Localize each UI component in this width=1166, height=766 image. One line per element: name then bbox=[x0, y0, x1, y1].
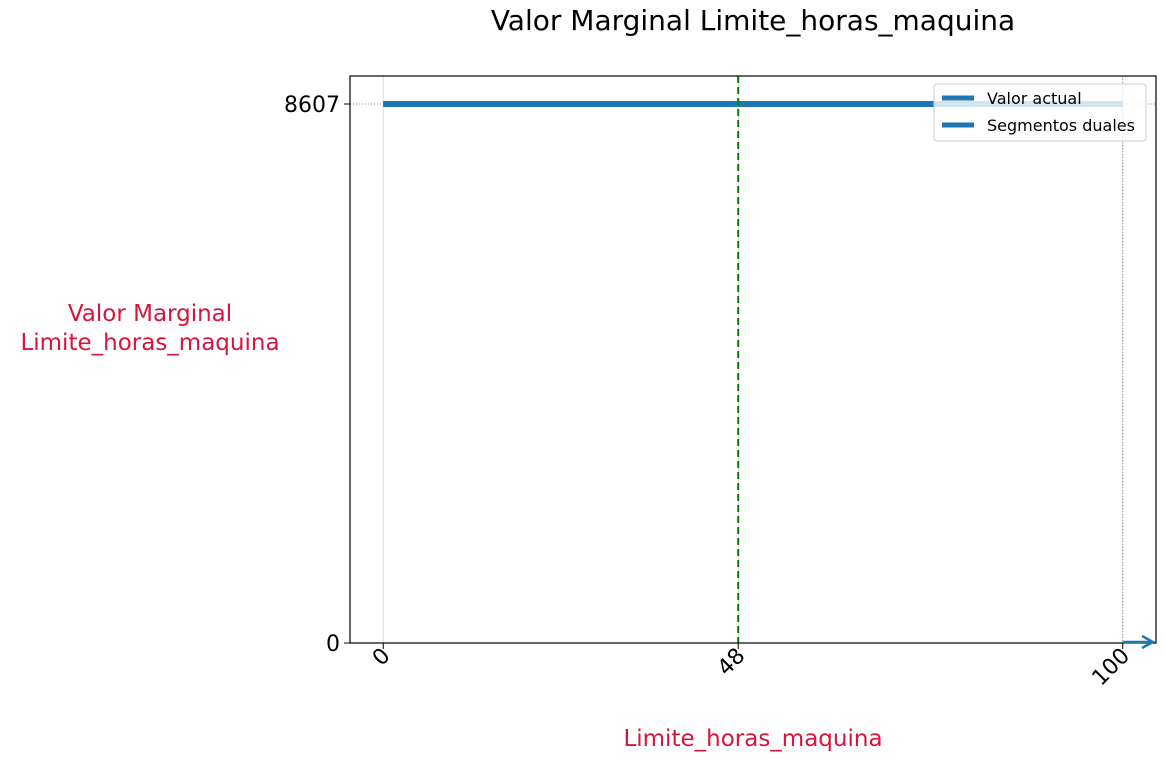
legend-label-1: Valor actual bbox=[987, 89, 1082, 108]
x-tick-label-1: 48 bbox=[713, 644, 750, 681]
legend-label-2: Segmentos duales bbox=[987, 116, 1135, 135]
chart-title: Valor Marginal Limite_horas_maquina bbox=[490, 4, 1016, 37]
legend-box bbox=[933, 83, 1147, 142]
y-axis-label: Valor Marginal Limite_horas_maquina bbox=[0, 300, 300, 358]
x-axis-arrow-head bbox=[1141, 634, 1156, 650]
x-tick-label-2: 100 bbox=[1088, 644, 1135, 691]
y-axis-label-line-2: Limite_horas_maquina bbox=[20, 330, 280, 356]
y-tick-label-1: 8607 bbox=[284, 93, 340, 118]
y-tick-label-0: 0 bbox=[326, 632, 340, 657]
y-axis-label-line-1: Valor Marginal bbox=[67, 301, 233, 327]
x-tick-label-0: 0 bbox=[368, 644, 396, 672]
axes-frame bbox=[349, 75, 1157, 644]
x-axis-label: Limite_horas_maquina bbox=[623, 726, 883, 752]
